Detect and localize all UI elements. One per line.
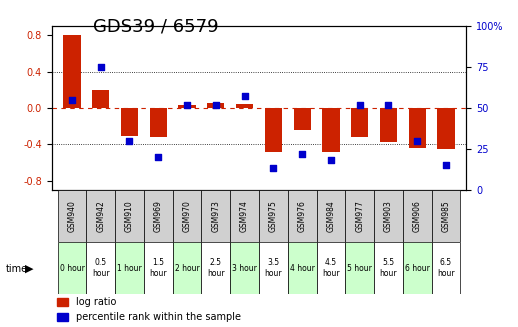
Bar [403, 190, 431, 242]
Bar [437, 108, 455, 149]
Text: GSM973: GSM973 [211, 200, 220, 232]
Text: 2 hour: 2 hour [175, 264, 199, 273]
Bar [316, 242, 346, 294]
Bar [115, 242, 144, 294]
Text: 5 hour: 5 hour [347, 264, 372, 273]
Point [384, 102, 393, 107]
Bar [63, 35, 81, 108]
Text: ▶: ▶ [25, 264, 33, 274]
Point [68, 97, 76, 102]
Text: 1 hour: 1 hour [117, 264, 142, 273]
Point [212, 102, 220, 107]
Bar [178, 105, 196, 108]
Bar [265, 108, 282, 151]
Point [183, 102, 191, 107]
Text: GDS39 / 6579: GDS39 / 6579 [93, 18, 219, 36]
Point [240, 94, 249, 99]
Text: GSM976: GSM976 [298, 200, 307, 232]
Text: GSM940: GSM940 [67, 200, 77, 232]
Bar [380, 108, 397, 143]
Text: GSM985: GSM985 [441, 200, 451, 232]
Bar [351, 108, 368, 137]
Bar [259, 190, 288, 242]
Bar [409, 108, 426, 148]
Bar [374, 190, 403, 242]
Bar [259, 242, 288, 294]
Bar [92, 90, 109, 108]
Bar [172, 242, 202, 294]
Legend: log ratio, percentile rank within the sample: log ratio, percentile rank within the sa… [56, 297, 241, 322]
Text: GSM903: GSM903 [384, 200, 393, 232]
Text: time: time [6, 264, 28, 274]
Text: GSM977: GSM977 [355, 200, 364, 232]
Text: GSM910: GSM910 [125, 200, 134, 232]
Point [154, 154, 163, 160]
Point [327, 158, 335, 163]
Text: 6.5
hour: 6.5 hour [437, 258, 455, 278]
Bar [207, 103, 224, 108]
Text: 0 hour: 0 hour [60, 264, 84, 273]
Bar [346, 190, 374, 242]
Text: GSM906: GSM906 [413, 200, 422, 232]
Text: GSM969: GSM969 [154, 200, 163, 232]
Point [413, 138, 422, 143]
Bar [230, 242, 259, 294]
Bar [150, 108, 167, 137]
Bar [121, 108, 138, 136]
Bar [431, 190, 461, 242]
Text: 1.5
hour: 1.5 hour [150, 258, 167, 278]
Text: 4.5
hour: 4.5 hour [322, 258, 340, 278]
Bar [144, 190, 172, 242]
Bar [294, 108, 311, 130]
Text: 0.5
hour: 0.5 hour [92, 258, 109, 278]
Bar [374, 242, 403, 294]
Point [298, 151, 306, 156]
Text: 4 hour: 4 hour [290, 264, 314, 273]
Bar [236, 104, 253, 108]
Bar [403, 242, 431, 294]
Point [96, 64, 105, 70]
Bar [202, 190, 230, 242]
Bar [87, 190, 115, 242]
Text: GSM970: GSM970 [182, 200, 192, 232]
Bar [288, 242, 316, 294]
Bar [431, 242, 461, 294]
Bar [115, 190, 144, 242]
Bar [202, 242, 230, 294]
Bar [172, 190, 202, 242]
Point [269, 166, 278, 171]
Bar [288, 190, 316, 242]
Point [355, 102, 364, 107]
Text: GSM975: GSM975 [269, 200, 278, 232]
Bar [322, 108, 340, 152]
Bar [346, 242, 374, 294]
Text: 2.5
hour: 2.5 hour [207, 258, 225, 278]
Text: 5.5
hour: 5.5 hour [380, 258, 397, 278]
Bar [316, 190, 346, 242]
Text: 6 hour: 6 hour [405, 264, 430, 273]
Text: 3.5
hour: 3.5 hour [265, 258, 282, 278]
Text: GSM984: GSM984 [326, 200, 336, 232]
Bar [87, 242, 115, 294]
Bar [230, 190, 259, 242]
Bar [57, 190, 87, 242]
Text: 3 hour: 3 hour [232, 264, 257, 273]
Text: GSM974: GSM974 [240, 200, 249, 232]
Point [125, 138, 134, 143]
Text: GSM942: GSM942 [96, 200, 105, 232]
Bar [57, 242, 87, 294]
Bar [144, 242, 172, 294]
Point [442, 163, 450, 168]
